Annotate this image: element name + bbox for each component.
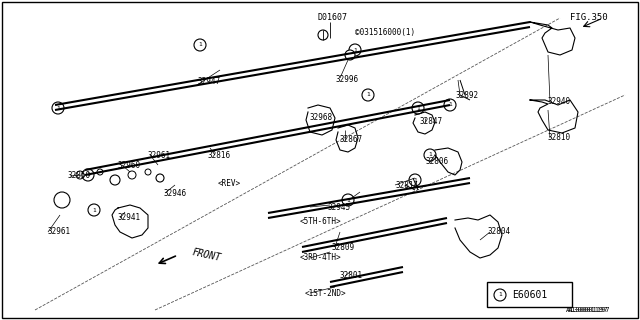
Text: <5TH-6TH>: <5TH-6TH> [300,218,342,227]
Circle shape [349,44,361,56]
Circle shape [194,39,206,51]
Circle shape [318,30,328,40]
Text: A130001197: A130001197 [566,307,608,313]
Text: 32804: 32804 [487,228,510,236]
Text: A130001197: A130001197 [568,307,610,313]
Circle shape [412,102,424,114]
Text: 32968: 32968 [310,114,333,123]
Circle shape [156,174,164,182]
Text: 32814: 32814 [395,180,418,189]
Text: <1ST-2ND>: <1ST-2ND> [305,289,347,298]
Circle shape [409,174,421,186]
Text: <3RD-4TH>: <3RD-4TH> [300,253,342,262]
Text: 32801: 32801 [340,271,363,281]
Text: FIG.350: FIG.350 [570,13,607,22]
Circle shape [110,175,120,185]
Text: 32945: 32945 [327,203,350,212]
Text: 32961: 32961 [147,150,170,159]
Text: 32946: 32946 [163,188,186,197]
Text: 1: 1 [498,292,502,298]
Circle shape [145,169,151,175]
Text: 1: 1 [56,106,60,110]
Circle shape [342,194,354,206]
Text: 32961: 32961 [48,228,71,236]
Text: 32996: 32996 [335,76,358,84]
Text: 1: 1 [416,106,420,110]
Text: 32892: 32892 [455,91,478,100]
Text: 1: 1 [86,172,90,178]
Circle shape [362,89,374,101]
Text: 1: 1 [346,197,350,203]
Text: 32810: 32810 [548,133,571,142]
Text: 32940: 32940 [548,98,571,107]
Circle shape [345,50,355,60]
Text: 1: 1 [413,178,417,182]
Text: 1: 1 [353,47,357,52]
Circle shape [88,204,100,216]
Text: 1: 1 [198,43,202,47]
Circle shape [424,149,436,161]
Text: 32809: 32809 [332,243,355,252]
Text: E60601: E60601 [512,290,547,300]
Text: ©031516000(1): ©031516000(1) [355,28,415,36]
Text: 32806: 32806 [425,157,448,166]
Text: 32867: 32867 [340,135,363,145]
Text: 1: 1 [448,102,452,108]
Text: D01607: D01607 [318,13,348,22]
Circle shape [82,169,94,181]
Text: 1: 1 [428,153,432,157]
Text: 32941: 32941 [118,213,141,222]
Text: FRONT: FRONT [191,247,222,263]
Circle shape [494,289,506,301]
Circle shape [54,192,70,208]
Text: 1: 1 [366,92,370,98]
Circle shape [444,99,456,111]
Text: 32850: 32850 [68,172,91,180]
Text: <REV>: <REV> [218,179,241,188]
Text: 32960: 32960 [118,161,141,170]
Text: 32847: 32847 [420,117,443,126]
Bar [487,282,572,307]
Text: 1: 1 [92,207,96,212]
Circle shape [52,102,64,114]
Text: 32947: 32947 [197,77,220,86]
Text: 32816: 32816 [208,150,231,159]
